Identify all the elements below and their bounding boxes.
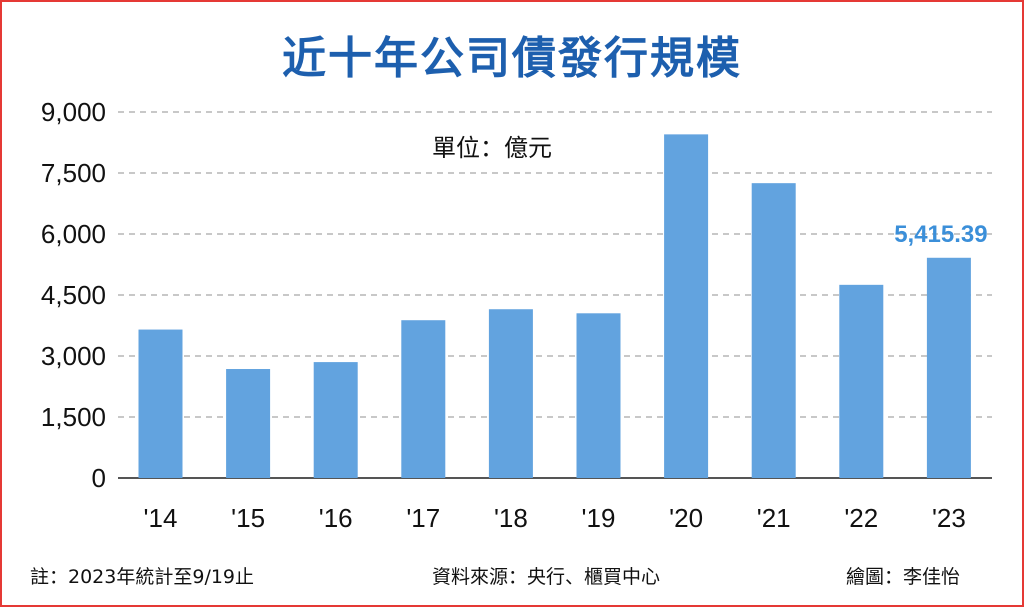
unit-note: 單位：億元 [432, 134, 552, 162]
bar [664, 134, 709, 478]
y-tick-label: 3,000 [41, 341, 106, 371]
x-tick-label: '17 [406, 503, 440, 533]
y-tick-label: 0 [92, 463, 106, 493]
chart-title: 近十年公司債發行規模 [282, 33, 742, 84]
footer-source: 資料來源：央行、櫃買中心 [432, 566, 661, 588]
bar [926, 257, 971, 478]
footer-credit: 繪圖：李佳怡 [846, 566, 961, 588]
bar [313, 362, 358, 478]
bar [751, 183, 796, 478]
bar [839, 284, 884, 478]
x-tick-label: '21 [757, 503, 791, 533]
x-tick-label: '23 [932, 503, 966, 533]
x-tick-label: '14 [144, 503, 178, 533]
data-label: 5,415.39 [894, 221, 987, 248]
y-tick-label: 9,000 [41, 97, 106, 127]
bar [488, 309, 533, 478]
bar [138, 329, 183, 478]
bar [401, 320, 446, 478]
y-tick-label: 6,000 [41, 219, 106, 249]
bar [226, 369, 271, 478]
x-tick-label: '19 [582, 503, 616, 533]
x-tick-label: '22 [844, 503, 878, 533]
footer-note: 註：2023年統計至9/19止 [30, 566, 255, 588]
y-tick-label: 7,500 [41, 158, 106, 188]
x-tick-label: '16 [319, 503, 353, 533]
y-tick-label: 1,500 [41, 402, 106, 432]
y-tick-label: 4,500 [41, 280, 106, 310]
bar [576, 313, 621, 478]
x-tick-label: '15 [231, 503, 265, 533]
x-tick-label: '20 [669, 503, 703, 533]
x-tick-label: '18 [494, 503, 528, 533]
